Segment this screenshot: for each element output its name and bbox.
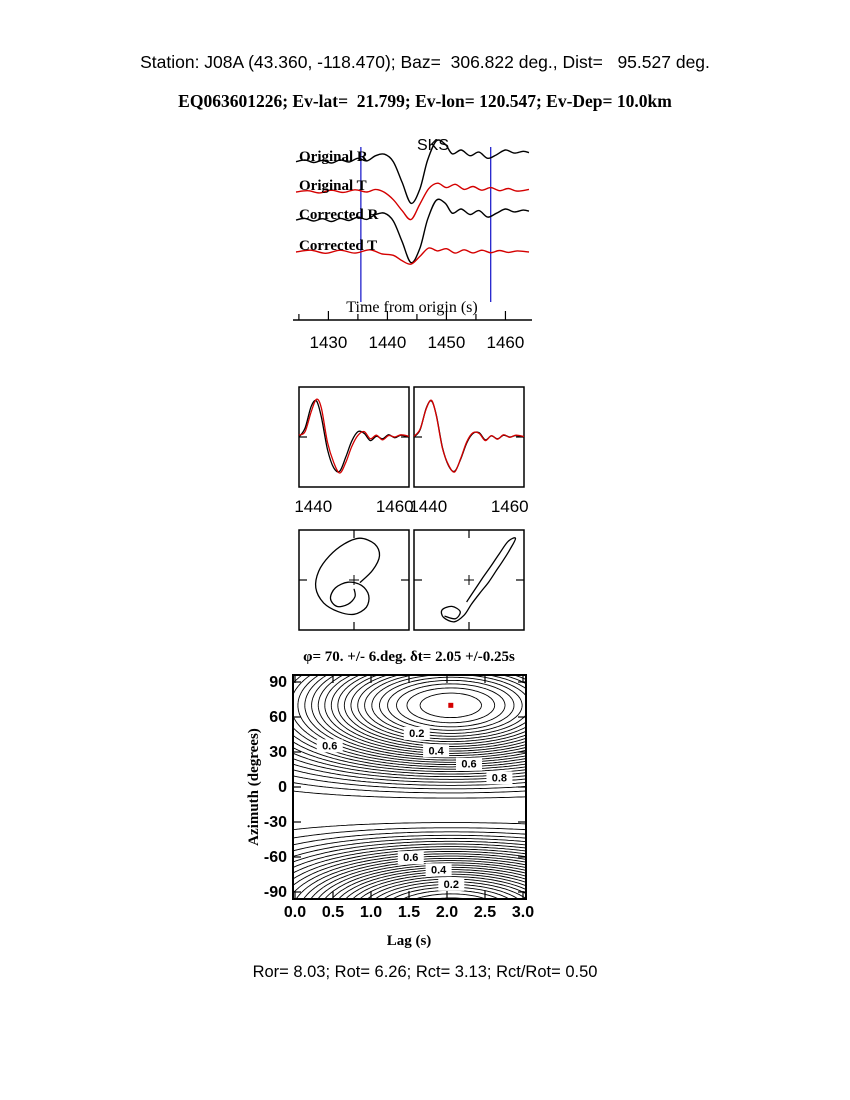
misfit-contour-line <box>419 692 483 719</box>
misfit-contour-line <box>297 674 527 900</box>
contour-label-bg <box>456 757 483 771</box>
lag-tick-label: 0.5 <box>322 904 344 921</box>
contour-label: 0.4 <box>428 745 444 757</box>
lag-tick-label: 1.5 <box>398 904 420 921</box>
azimuth-tick-label: 0 <box>278 779 287 796</box>
misfit-contour-line <box>364 674 527 900</box>
contour-label: 0.6 <box>461 759 476 771</box>
stats-line: Ror= 8.03; Rot= 6.26; Rct= 3.13; Rct/Rot… <box>252 963 598 981</box>
misfit-contour-line <box>396 683 506 900</box>
hodogram-trace <box>314 537 381 616</box>
overlay-tick-label: 1460 <box>491 497 529 516</box>
contour-label: 0.4 <box>431 864 447 876</box>
seismogram-trace <box>295 198 530 264</box>
time-axis-title: Time from origin (s) <box>346 299 477 316</box>
azimuth-tick-label: -60 <box>264 849 287 866</box>
overlay-trace <box>413 399 525 473</box>
overlay-tick-label: 1440 <box>409 497 447 516</box>
azimuth-tick-label: -90 <box>264 884 287 901</box>
waveform-panel: 1430 1440 1450 1460 Time from origin (s) Orig… <box>293 137 532 352</box>
time-tick-label: 1440 <box>369 333 407 352</box>
lag-tick-label: 3.0 <box>512 904 534 921</box>
azimuth-tick-label: 90 <box>269 674 287 691</box>
misfit-contour-line <box>371 674 527 900</box>
overlay-trace <box>298 399 410 473</box>
misfit-contour-line <box>387 679 515 900</box>
trace-label: Corrected T <box>299 238 377 254</box>
lag-tick-label: 2.0 <box>436 904 458 921</box>
contour-label-bg <box>425 863 452 877</box>
contour-title: φ= 70. +/- 6.deg. δt= 2.05 +/-0.25s <box>303 649 515 665</box>
misfit-contour-line <box>292 769 527 852</box>
misfit-contour-line <box>330 674 527 900</box>
station-title: Station: J08A (43.360, -118.470); Baz= 3… <box>140 52 710 72</box>
seismogram-trace <box>295 182 530 221</box>
overlay-trace <box>298 398 410 474</box>
trace-label: Original R <box>299 149 368 165</box>
lag-tick-label: 2.5 <box>474 904 496 921</box>
misfit-contour-line <box>292 790 527 831</box>
overlay-tick-label: 1460 <box>376 497 414 516</box>
hodogram-trace <box>440 537 517 623</box>
contour-label-bg <box>403 726 430 740</box>
seismogram-trace <box>295 247 530 265</box>
time-tick-label: 1430 <box>309 333 347 352</box>
misfit-contour-line <box>378 676 523 900</box>
best-fit-marker <box>448 702 454 708</box>
contour-label: 0.6 <box>322 740 337 752</box>
phase-label: SKS <box>417 137 449 154</box>
contour-label: 0.8 <box>492 772 507 784</box>
misfit-contour-line <box>292 775 527 846</box>
seismogram-trace <box>295 139 530 205</box>
contour-label: 0.6 <box>403 852 418 864</box>
contour-label: 0.2 <box>444 879 459 891</box>
event-title: EQ063601226; Ev-lat= 21.799; Ev-lon= 120… <box>178 91 672 111</box>
contour-label-bg <box>316 739 343 753</box>
misfit-contour-line <box>343 674 527 900</box>
azimuth-tick-label: -30 <box>264 814 287 831</box>
contour-label-bg <box>486 771 513 785</box>
contour-label: 0.2 <box>409 728 424 740</box>
misfit-contour-line <box>317 674 527 900</box>
x-axis-title: Lag (s) <box>387 933 432 949</box>
trace-label: Original T <box>299 178 367 194</box>
misfit-contour-line <box>337 674 527 900</box>
azimuth-tick-label: 60 <box>269 709 287 726</box>
misfit-contour-line <box>292 752 527 868</box>
overlay-tick-label: 1440 <box>294 497 332 516</box>
misfit-contour-panel: φ= 70. +/- 6.deg. δt= 2.05 +/-0.25s 0.2 0.… <box>246 649 534 949</box>
azimuth-tick-label: 30 <box>269 744 287 761</box>
misfit-contour-line <box>292 782 527 839</box>
contour-label-bg <box>438 877 465 891</box>
contour-label-bg <box>423 744 450 758</box>
particle-motion-panel <box>298 529 525 631</box>
time-tick-label: 1460 <box>487 333 525 352</box>
trace-label: Corrected R <box>299 207 378 223</box>
misfit-contour-line <box>311 674 527 900</box>
time-tick-label: 1450 <box>428 333 466 352</box>
misfit-contour-line <box>350 674 527 900</box>
y-axis-title: Azimuth (degrees) <box>246 728 262 846</box>
lag-tick-label: 0.0 <box>284 904 306 921</box>
lag-tick-label: 1.0 <box>360 904 382 921</box>
contour-label-bg <box>397 851 424 865</box>
